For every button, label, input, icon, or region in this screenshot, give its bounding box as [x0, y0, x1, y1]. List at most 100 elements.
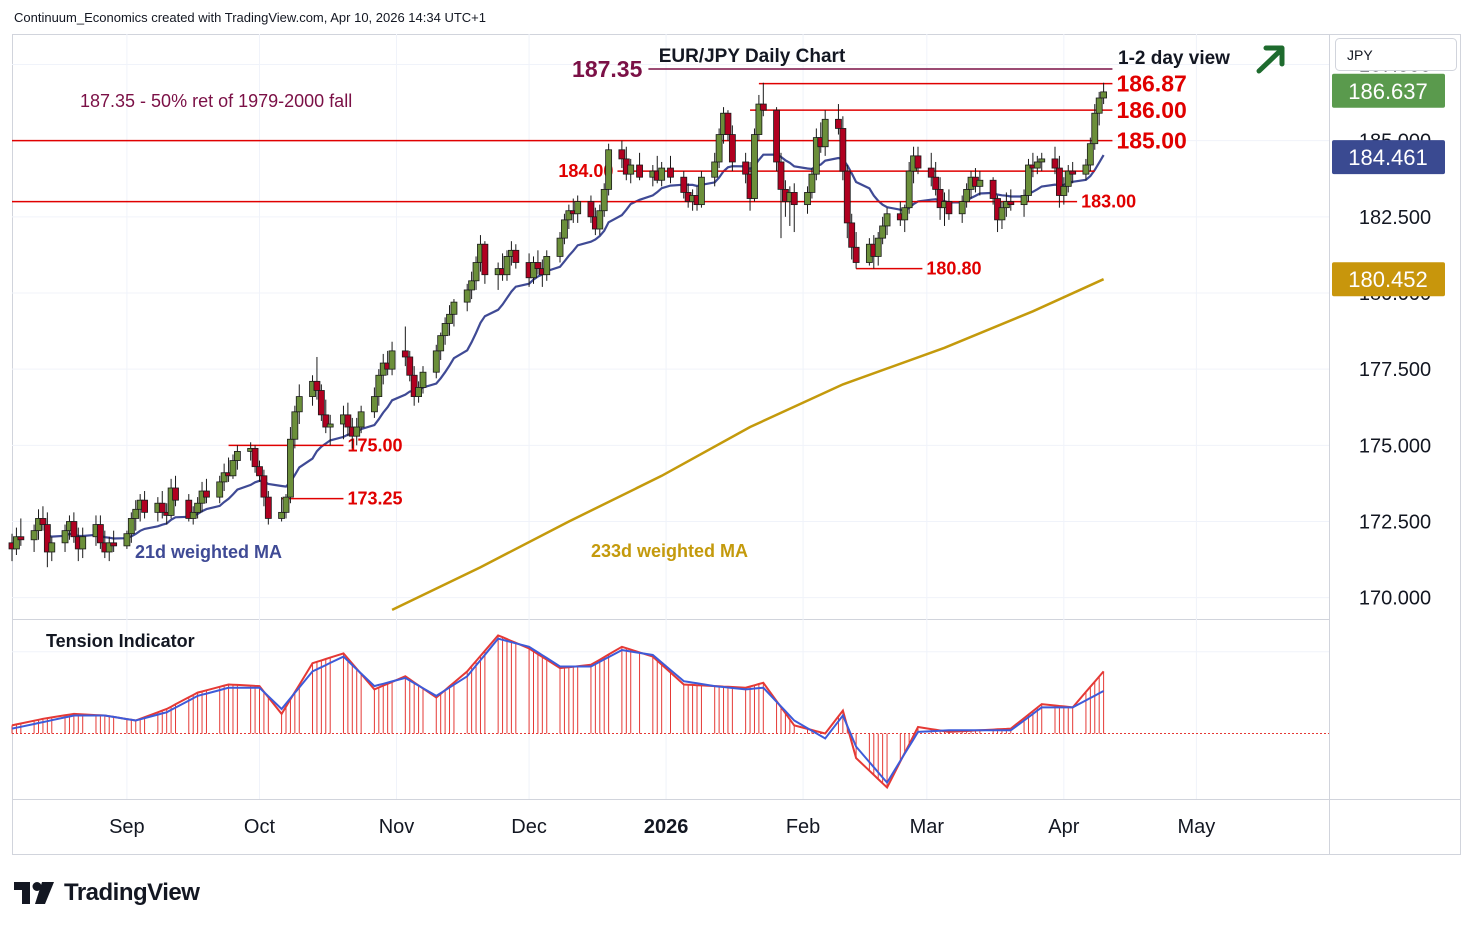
price-badge-label: 180.452	[1348, 267, 1428, 292]
candle-body	[839, 128, 847, 172]
candle-body	[437, 335, 445, 352]
candle-body	[353, 426, 361, 437]
candle-body	[932, 176, 940, 190]
candle-body	[728, 134, 736, 163]
candle-body	[132, 508, 140, 519]
candle-body	[1091, 112, 1099, 145]
candle-body	[1095, 97, 1103, 114]
price-badges: 186.637 184.461 180.452	[1332, 73, 1445, 297]
price-badge-label: 186.637	[1348, 79, 1428, 104]
candle-body	[30, 530, 38, 541]
candle-body	[698, 176, 705, 206]
candle-body	[167, 487, 175, 516]
candle-body	[375, 374, 383, 397]
candle-body	[587, 201, 595, 218]
candle-body	[1033, 161, 1041, 169]
view-label: 1-2 day view	[1118, 48, 1230, 69]
up-arrow-icon	[1256, 45, 1285, 74]
candle-body	[141, 499, 148, 513]
candle-body	[843, 170, 851, 224]
candle-body	[282, 496, 290, 513]
candles	[8, 82, 1108, 568]
candle-body	[879, 225, 887, 239]
candle-body	[755, 103, 763, 135]
candle-body	[287, 438, 294, 498]
candle-body	[260, 475, 268, 498]
candle-body	[158, 502, 166, 513]
candle-body	[419, 371, 427, 388]
candle-body	[410, 374, 418, 397]
candle-body	[998, 207, 1006, 221]
candle-body	[370, 396, 378, 413]
candle-body	[1007, 201, 1015, 206]
level-label: 180.80	[926, 259, 981, 279]
candle-body	[317, 390, 325, 416]
candle-body	[481, 243, 489, 276]
candle-body	[512, 249, 520, 263]
x-tick-label: Oct	[244, 816, 276, 838]
candle-body	[39, 518, 47, 525]
candle-body	[401, 350, 409, 358]
tension-indicator	[11, 634, 1329, 790]
candle-body	[216, 481, 224, 498]
candle-body	[472, 262, 480, 282]
candle-body	[1064, 170, 1072, 187]
candle-body	[874, 237, 882, 257]
tradingview-logo[interactable]: TradingView	[14, 878, 200, 908]
candle-body	[70, 521, 78, 538]
ma233-label: 233d weighted MA	[591, 541, 748, 561]
level-label: 173.25	[347, 489, 402, 509]
chart-header: Continuum_Economics created with Trading…	[14, 10, 486, 25]
candle-body	[852, 246, 860, 263]
time-axis[interactable]: Sep Oct Nov Dec 2026 Feb Mar Apr May	[109, 816, 1215, 838]
x-tick-label: Dec	[511, 816, 547, 838]
currency-button[interactable]: JPY	[1335, 38, 1457, 71]
candle-body	[278, 511, 285, 519]
candle-body	[759, 103, 767, 111]
candle-body	[636, 164, 643, 178]
candle-body	[773, 109, 780, 163]
ma233-line	[391, 278, 1105, 612]
candle-body	[667, 167, 674, 178]
candle-body	[958, 201, 966, 215]
candle-body	[127, 518, 135, 535]
svg-text:JPY: JPY	[1347, 47, 1373, 63]
ma21-path	[47, 153, 1105, 540]
candle-body	[627, 164, 635, 175]
candle-body	[711, 161, 719, 178]
candle-body	[1025, 164, 1032, 196]
candle-body	[530, 262, 537, 279]
candle-body	[194, 502, 202, 513]
candle-body	[105, 542, 113, 553]
brand-name: TradingView	[64, 879, 200, 906]
y-tick-label: 177.500	[1359, 359, 1431, 381]
candle-body	[1086, 143, 1094, 166]
price-badge-label: 184.461	[1348, 145, 1428, 170]
tension-blue-line	[11, 637, 1105, 785]
tradingview-logo-icon	[14, 882, 54, 904]
candle-body	[344, 414, 352, 428]
price-axis[interactable]: 170.000172.500175.000177.500180.000182.5…	[1359, 54, 1431, 609]
y-tick-label: 175.000	[1359, 435, 1431, 457]
candle-body	[357, 411, 365, 428]
candle-body	[96, 524, 104, 544]
candle-body	[812, 137, 820, 175]
candle-body	[110, 542, 118, 547]
candle-body	[1082, 164, 1090, 175]
candle-body	[264, 496, 272, 519]
x-tick-label: May	[1178, 816, 1216, 838]
candle-body	[715, 134, 723, 163]
candle-body	[658, 167, 666, 181]
y-tick-label: 182.500	[1359, 207, 1431, 229]
candle-body	[600, 188, 608, 212]
candle-body	[203, 490, 210, 498]
candle-body	[229, 460, 237, 477]
candle-body	[79, 536, 87, 550]
candle-body	[605, 149, 613, 190]
candle-body	[976, 179, 984, 187]
candle-body	[574, 201, 582, 215]
candle-body	[565, 210, 573, 221]
candle-body	[406, 356, 414, 376]
